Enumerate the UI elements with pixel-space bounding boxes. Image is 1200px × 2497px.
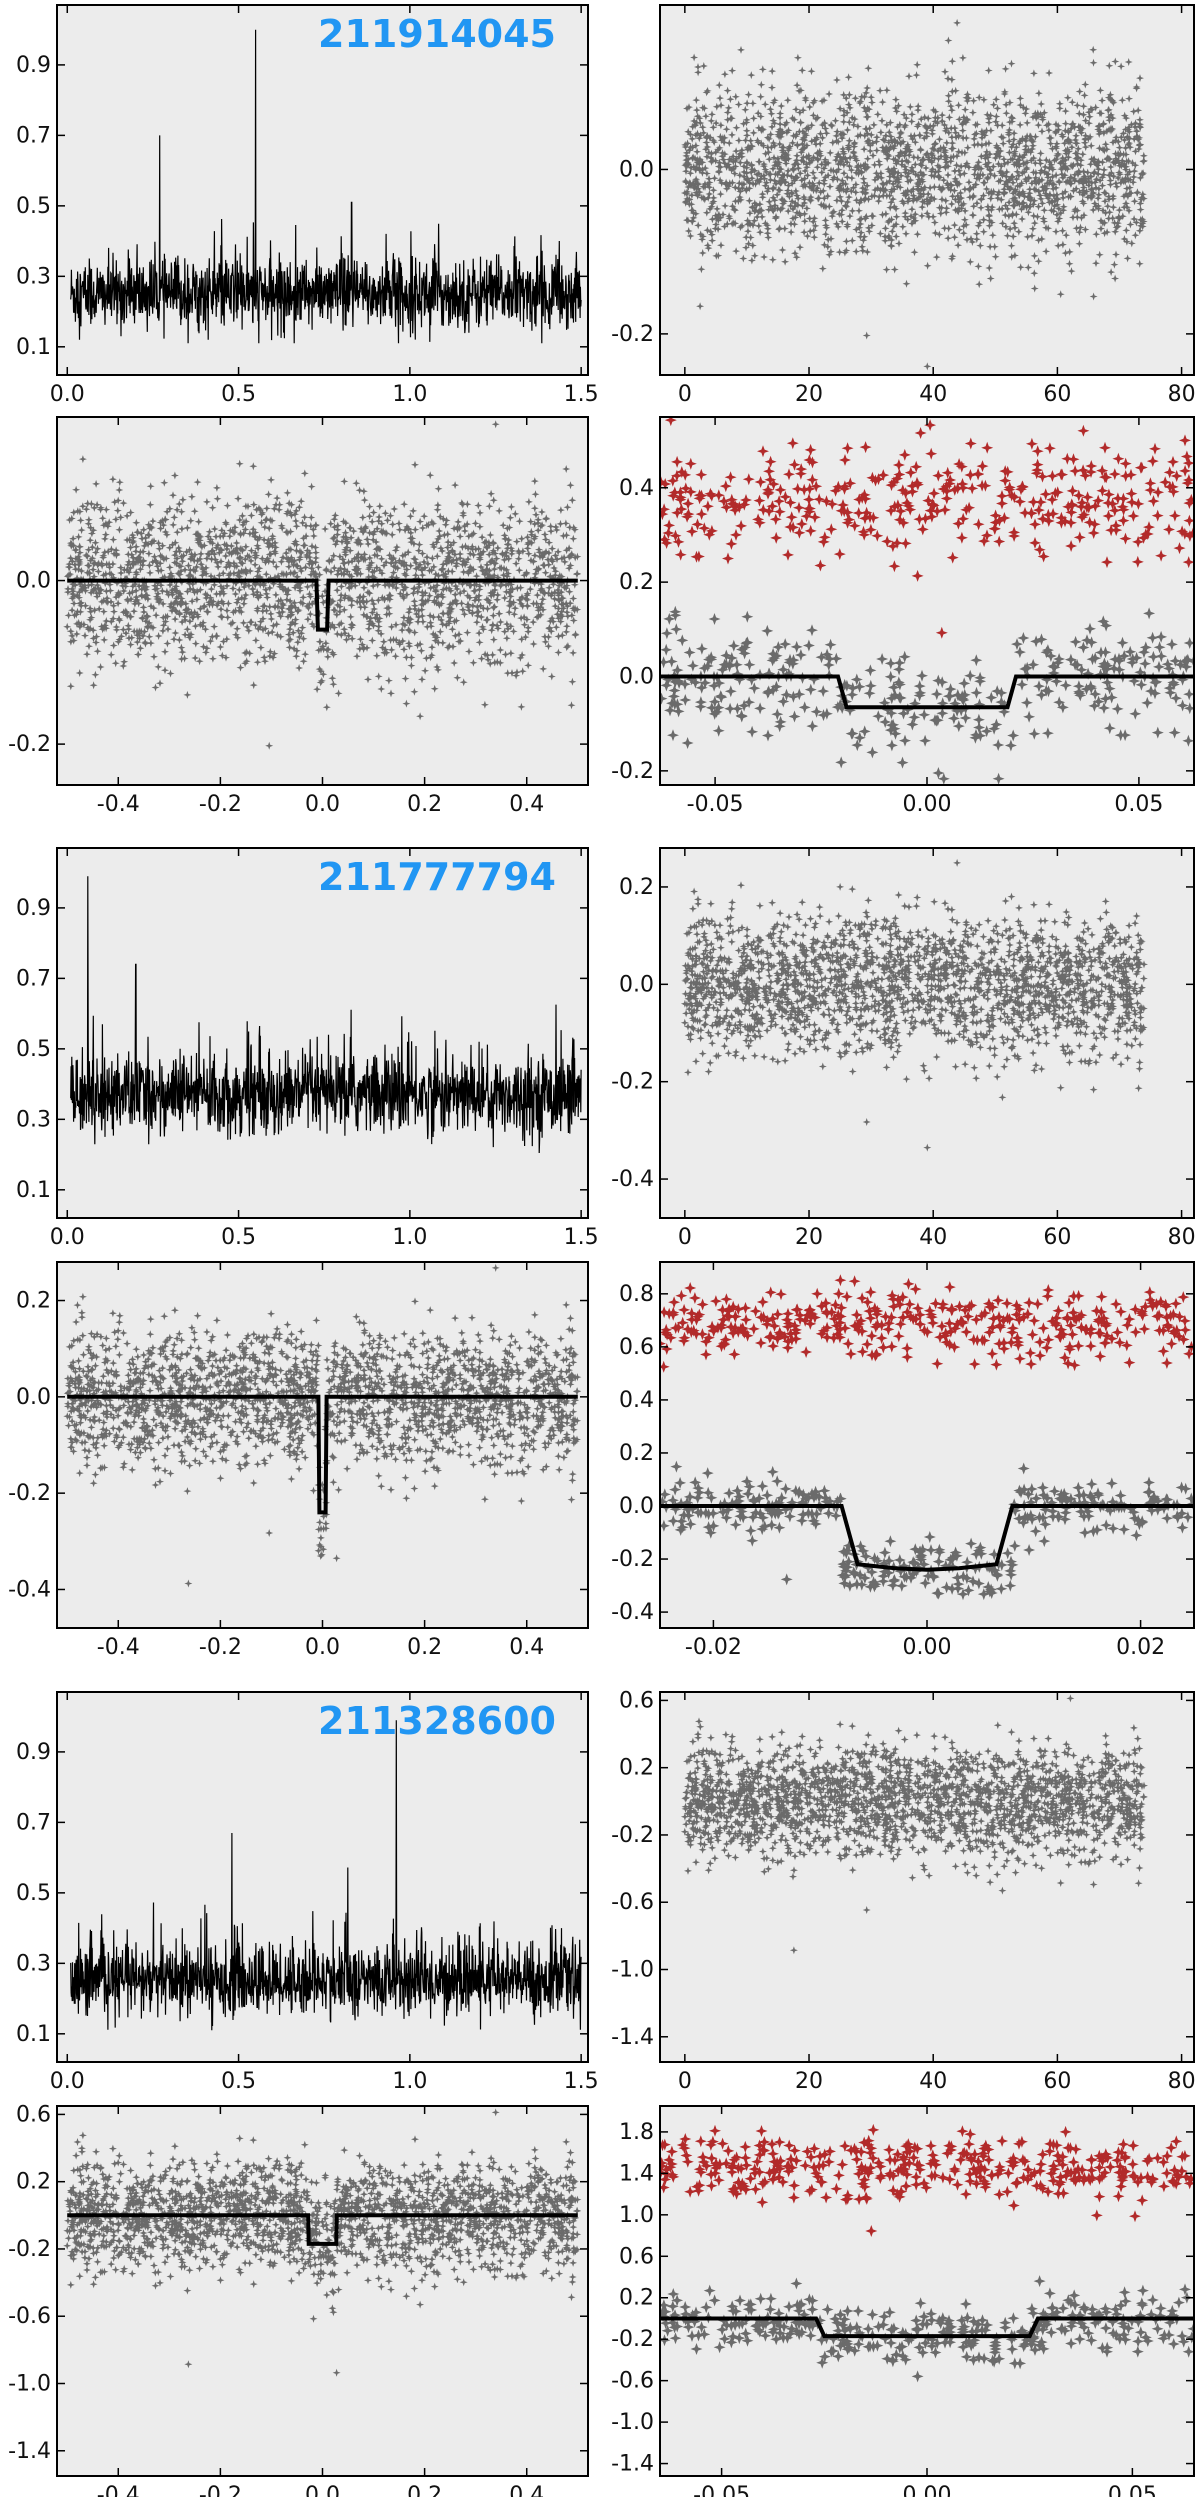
x-tick-label: 0.0 [50, 382, 85, 407]
x-tick-label: 1.0 [392, 382, 427, 407]
panel-p1: 0.0 0.5 1.0 1.5 0.1 0.3 0.5 0.7 0.9 211914045 [16, 4, 599, 407]
x-tick-label: 80 [1168, 382, 1196, 407]
plot-frame [56, 4, 589, 376]
plot-area [63, 420, 582, 811]
data-point [184, 803, 192, 811]
x-tick-label: -0.2 [199, 792, 242, 817]
x-tick-label: 0 [678, 382, 692, 407]
x-tick-label: 0.5 [221, 382, 256, 407]
x-tick-label: 40 [919, 382, 947, 407]
x-tick-label: -0.4 [97, 792, 140, 817]
x-tick-label: 60 [1043, 382, 1071, 407]
panel-p3: -0.4 -0.2 0.0 0.2 0.4 -0.2 0.0 [8, 416, 589, 817]
y-tick-label: 0.1 [16, 335, 51, 360]
x-tick-label: 1.5 [564, 382, 599, 407]
plot-frame [659, 4, 1195, 376]
star-id-label: 211914045 [318, 12, 556, 56]
transit-model-line [67, 578, 578, 632]
panel-p4: -0.05 0.00 0.05-0.20.00.20.4 [611, 416, 1195, 817]
plot-area [660, 417, 1194, 785]
y-tick-label: -0.2 [8, 732, 51, 757]
plot-area [70, 29, 582, 344]
periodogram-line [70, 29, 582, 344]
plot-background [57, 5, 588, 375]
y-tick-label: 0.5 [16, 194, 51, 219]
y-tick-label: -0.2 [611, 322, 654, 347]
y-tick-label: 0.0 [619, 157, 654, 182]
y-tick-label: 0.9 [16, 53, 51, 78]
y-tick-label: 0.0 [16, 569, 51, 594]
x-tick-label: 20 [795, 382, 823, 407]
y-tick-label: 0.3 [16, 264, 51, 289]
panel-p2: 0 20 40 60 80 -0.2 0.0 [611, 4, 1196, 407]
x-tick-label: 0.0 [305, 792, 340, 817]
x-tick-label: 0.4 [509, 792, 544, 817]
x-tick-label: 0.2 [407, 792, 442, 817]
y-tick-label: 0.7 [16, 123, 51, 148]
